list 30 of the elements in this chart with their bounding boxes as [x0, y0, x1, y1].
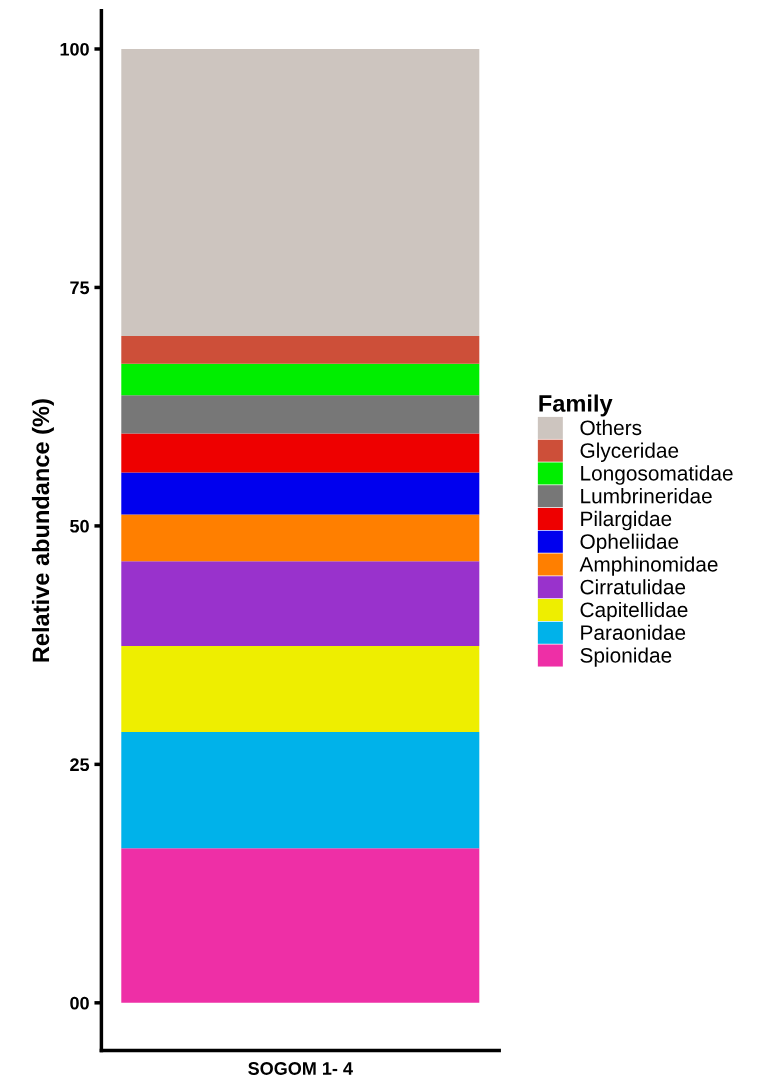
legend-label: Longosomatidae	[581, 465, 733, 485]
legend-label: Glyceridae	[580, 442, 679, 463]
bar	[121, 363, 480, 396]
y-tick-label: 75	[70, 281, 90, 295]
y-tick-label: 100	[60, 42, 89, 56]
legend-label: Opheliidae	[580, 533, 679, 554]
y-tick-label: 50	[70, 519, 89, 533]
legend-label: Cirratulidae	[580, 579, 686, 595]
bar	[121, 395, 480, 434]
bar	[121, 433, 480, 473]
bar	[121, 336, 480, 364]
legend-label: Lumbrineridae	[581, 488, 712, 504]
bar	[121, 48, 480, 337]
legend-label: Spionidae	[580, 647, 672, 667]
legend-label: Others	[580, 419, 642, 436]
bar	[121, 561, 480, 647]
bar	[121, 646, 480, 732]
legend-label: Pilargidae	[581, 510, 672, 531]
bar	[121, 514, 480, 562]
y-axis-title: Relative abundance (%)	[31, 399, 54, 662]
y-tick-label: 25	[70, 758, 90, 772]
bar	[121, 472, 480, 515]
bar	[121, 848, 480, 1003]
x-tick-label: SOGOM 1- 4	[248, 1062, 353, 1075]
bar	[121, 731, 480, 849]
y-tick-label: 00	[70, 996, 89, 1010]
legend-label: Paraonidae	[581, 624, 686, 640]
legend-title: Family	[539, 394, 613, 417]
legend-label: Amphinomidae	[579, 556, 718, 576]
legend-label: Capitellidae	[580, 601, 688, 622]
